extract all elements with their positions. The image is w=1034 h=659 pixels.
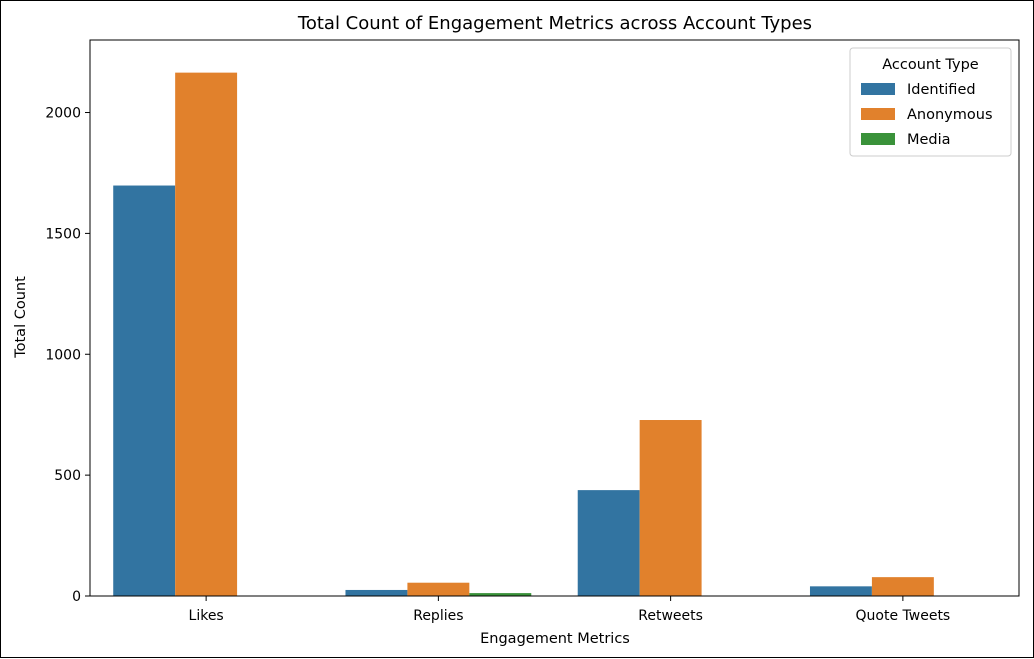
- bar-anonymous-likes: [175, 72, 238, 597]
- legend-swatch-media: [861, 133, 895, 145]
- x-axis-label: Engagement Metrics: [480, 631, 630, 647]
- legend-title: Account Type: [882, 57, 979, 73]
- legend-box: [849, 47, 1012, 157]
- bar-identified-likes: [113, 185, 176, 596]
- y-axis-ticks: 0 500 1000 1500 2000: [45, 106, 90, 605]
- y-tick-label: 1500: [45, 226, 81, 242]
- legend-swatch-identified: [861, 83, 895, 95]
- legend: Account Type Identified Anonymous Media: [849, 47, 1012, 157]
- x-tick-label: Likes: [189, 608, 224, 624]
- x-tick-label: Retweets: [638, 608, 703, 624]
- bars-group: [113, 72, 934, 597]
- y-tick-label: 1000: [45, 347, 81, 363]
- y-axis-label: Total Count: [13, 276, 29, 359]
- legend-swatch-anonymous: [861, 108, 895, 120]
- bar-identified-retweets: [577, 490, 640, 596]
- bar-anonymous-quote-tweets: [871, 577, 934, 596]
- legend-label-media: Media: [907, 132, 951, 148]
- x-axis-ticks: Likes Replies Retweets Quote Tweets: [189, 596, 951, 624]
- legend-label-anonymous: Anonymous: [907, 107, 993, 123]
- y-tick-label: 0: [72, 589, 81, 605]
- bar-anonymous-retweets: [639, 420, 702, 596]
- bar-identified-quote-tweets: [809, 586, 872, 596]
- bar-anonymous-replies: [407, 582, 470, 596]
- y-tick-label: 500: [54, 468, 81, 484]
- x-tick-label: Replies: [413, 608, 463, 624]
- chart-title: Total Count of Engagement Metrics across…: [297, 13, 812, 34]
- y-tick-label: 2000: [45, 106, 81, 122]
- x-tick-label: Quote Tweets: [856, 608, 951, 624]
- legend-label-identified: Identified: [907, 82, 976, 98]
- bar-identified-replies: [345, 589, 408, 596]
- plot-area-border: [89, 39, 1020, 597]
- bar-media-replies: [469, 593, 532, 596]
